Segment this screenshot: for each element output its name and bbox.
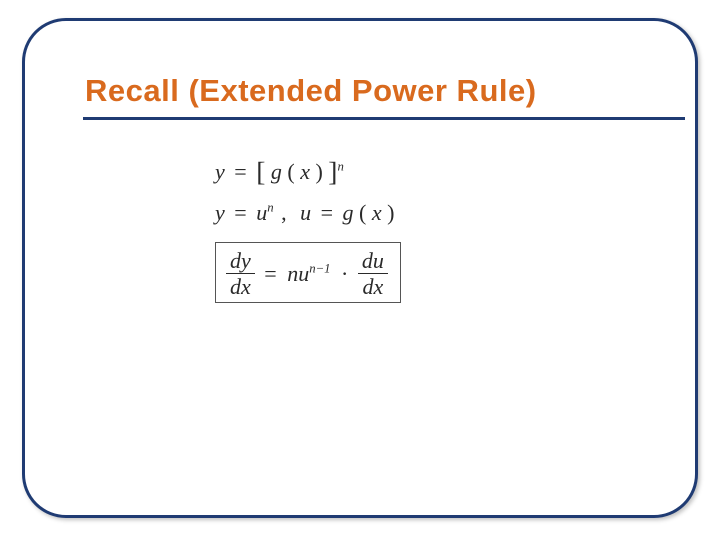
var-x: x [300,159,310,184]
fraction-dudx: du dx [358,249,388,298]
var-u: u [300,200,311,225]
slide-frame: Recall (Extended Power Rule) y = [ g ( x… [22,18,698,518]
equals-sign: = [260,261,280,287]
equals-sign: = [230,200,250,225]
var-y: y [215,200,225,225]
right-paren: ) [315,159,322,184]
left-paren: ( [359,200,366,225]
cdot: · [337,261,352,287]
equals-sign: = [317,200,337,225]
var-x: x [372,200,382,225]
left-bracket: [ [256,156,265,187]
var-y: y [215,159,225,184]
denominator-dx: dx [358,274,388,298]
numerator-dy: dy [226,249,255,274]
var-u: u [298,261,309,286]
fn-g: g [271,159,282,184]
equals-sign: = [230,159,250,184]
title-underline [83,117,685,120]
numerator-du: du [358,249,388,274]
fraction-dydx: dy dx [226,249,255,298]
coef-n: n [287,261,298,286]
equation-2: y = un , u = g ( x ) [215,200,401,226]
exponent-n: n [267,201,273,215]
denominator-dx: dx [226,274,255,298]
left-paren: ( [287,159,294,184]
equation-1: y = [ g ( x ) ]n [215,156,401,188]
comma: , [279,200,295,225]
fn-g: g [342,200,353,225]
math-block: y = [ g ( x ) ]n y = un , u = g ( x ) dy… [215,156,401,303]
exponent-n: n [337,159,343,173]
boxed-result: dy dx = nun−1 · du dx [215,242,401,303]
right-paren: ) [387,200,394,225]
var-u: u [256,200,267,225]
slide-title: Recall (Extended Power Rule) [85,73,537,109]
exponent-n-1: n−1 [309,261,330,275]
